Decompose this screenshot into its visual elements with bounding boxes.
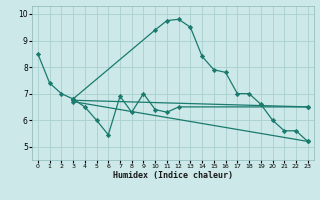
X-axis label: Humidex (Indice chaleur): Humidex (Indice chaleur)	[113, 171, 233, 180]
